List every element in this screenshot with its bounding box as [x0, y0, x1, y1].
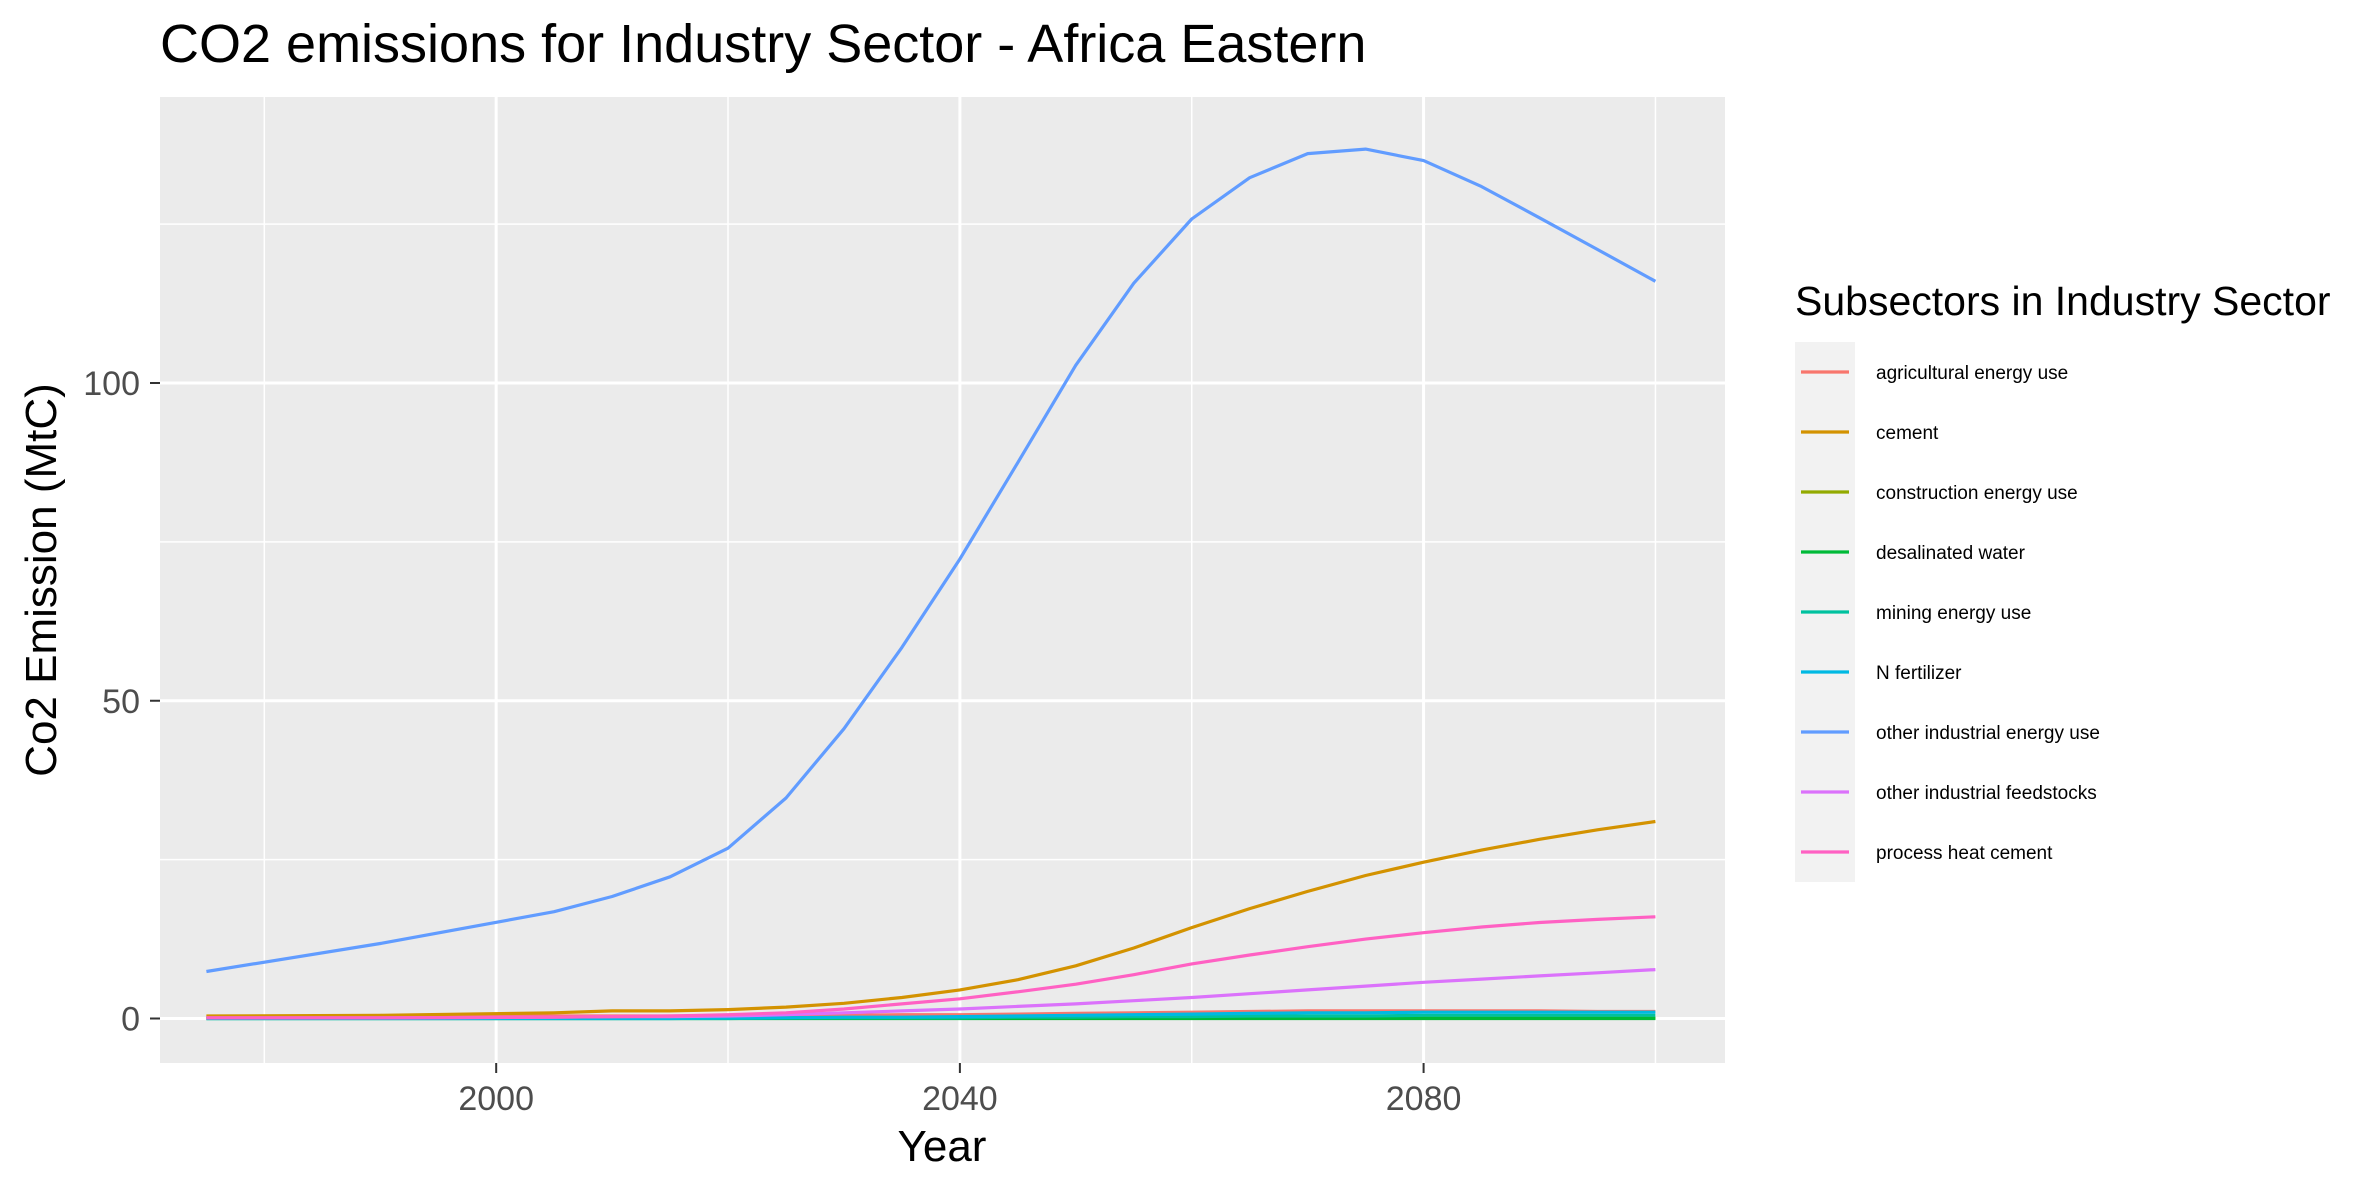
- legend-items: agricultural energy use cement constructio…: [1801, 363, 2100, 864]
- series-line-5: [206, 1010, 1656, 1021]
- y-tick-label: 50: [102, 683, 140, 721]
- legend-label-7: other industrial feedstocks: [1876, 783, 2097, 804]
- x-tick-label: 2000: [458, 1080, 534, 1118]
- y-axis: 0 50 100: [83, 365, 160, 1039]
- legend-label-1: cement: [1876, 423, 1939, 444]
- x-tick-label: 2040: [922, 1080, 998, 1118]
- legend-label-6: other industrial energy use: [1876, 723, 2100, 744]
- x-axis: 2000 2040 2080: [458, 1063, 1461, 1118]
- series-line-1: [206, 819, 1656, 1018]
- legend-label-4: mining energy use: [1876, 603, 2031, 624]
- y-axis-title: Co2 Emission (MtC): [17, 383, 66, 777]
- legend-title: Subsectors in Industry Sector: [1795, 278, 2331, 324]
- y-tick-label: 100: [83, 365, 140, 403]
- x-axis-title: Year: [898, 1122, 987, 1171]
- y-tick-label: 0: [121, 1001, 140, 1039]
- legend-label-2: construction energy use: [1876, 483, 2078, 504]
- legend: Subsectors in Industry Sector agricultur…: [1795, 278, 2331, 882]
- chart-title: CO2 emissions for Industry Sector - Afri…: [160, 14, 1366, 74]
- grid-minor: [160, 97, 1725, 1063]
- series-line-6: [206, 147, 1657, 974]
- x-tick-label: 2080: [1386, 1080, 1462, 1118]
- plot-panel: [160, 97, 1725, 1063]
- legend-label-5: N fertilizer: [1876, 663, 1962, 684]
- legend-label-0: agricultural energy use: [1876, 363, 2068, 384]
- legend-label-8: process heat cement: [1876, 843, 2053, 864]
- series-line-8: [206, 915, 1656, 1020]
- series-lines: [206, 147, 1657, 1021]
- legend-label-3: desalinated water: [1876, 543, 2026, 564]
